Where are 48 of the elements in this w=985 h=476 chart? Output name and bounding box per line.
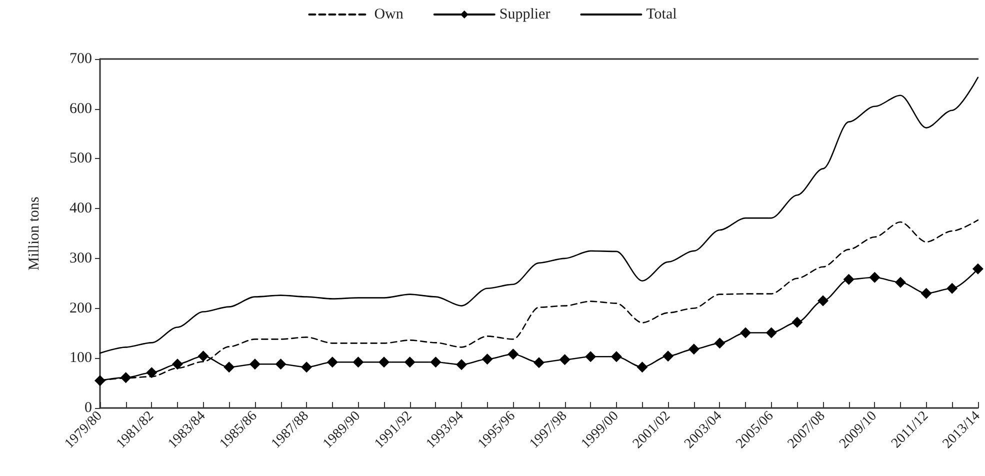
point: [740, 327, 752, 338]
point: [120, 372, 132, 384]
point: [972, 263, 984, 274]
point: [533, 357, 544, 368]
point: [430, 356, 442, 368]
point: [946, 282, 958, 294]
y-tick-label: 700: [70, 51, 92, 67]
point: [404, 356, 416, 368]
point: [920, 288, 932, 299]
point: [456, 359, 467, 370]
point: [146, 367, 158, 378]
point: [636, 362, 648, 373]
point: [585, 351, 596, 362]
y-tick-label: 500: [70, 150, 92, 167]
point: [869, 272, 880, 283]
y-tick-label: 200: [70, 300, 92, 316]
point: [818, 295, 828, 306]
point: [352, 356, 364, 368]
y-tick-label: 300: [70, 250, 92, 266]
point: [894, 276, 906, 288]
y-tick-label: 0: [84, 400, 92, 416]
point: [610, 351, 622, 362]
point: [714, 338, 726, 349]
line-series: [99, 76, 979, 354]
point: [559, 354, 570, 366]
point: [249, 358, 260, 370]
point: [94, 375, 106, 386]
point: [688, 344, 700, 355]
y-tick-label: 100: [70, 350, 92, 366]
legend-label: Supplier: [499, 6, 550, 22]
point: [275, 358, 286, 370]
point: [662, 350, 674, 362]
point: [843, 274, 854, 285]
point: [482, 354, 493, 365]
point: [301, 362, 312, 373]
point: [766, 327, 777, 338]
point: [224, 362, 235, 373]
point: [198, 350, 209, 362]
legend-label: Own: [374, 6, 404, 22]
point: [378, 356, 390, 368]
point: [172, 358, 183, 370]
y-tick-label: 600: [70, 100, 92, 117]
legend-label: Total: [646, 6, 677, 22]
y-tick-label: 400: [70, 200, 92, 217]
point: [792, 316, 803, 328]
point: [326, 356, 338, 368]
point: [508, 348, 519, 360]
y-axis-title: Million tons: [26, 196, 42, 270]
